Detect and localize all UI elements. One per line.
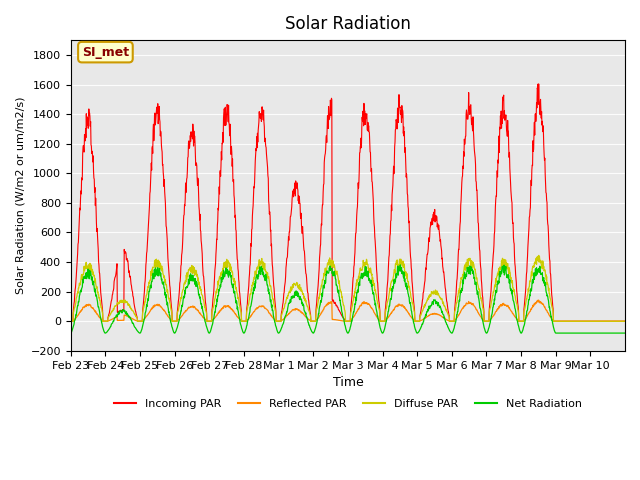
X-axis label: Time: Time bbox=[333, 376, 364, 389]
Diffuse PAR bbox=[621, 318, 629, 324]
Net Radiation bbox=[333, 284, 341, 289]
Incoming PAR bbox=[479, 292, 486, 298]
Reflected PAR bbox=[479, 316, 486, 322]
Incoming PAR bbox=[621, 318, 629, 324]
Incoming PAR bbox=[614, 318, 622, 324]
Diffuse PAR bbox=[535, 252, 543, 258]
Net Radiation bbox=[614, 330, 622, 336]
Net Radiation bbox=[560, 330, 568, 336]
Incoming PAR bbox=[535, 81, 543, 87]
Reflected PAR bbox=[154, 302, 161, 308]
Reflected PAR bbox=[614, 318, 622, 324]
Reflected PAR bbox=[67, 318, 75, 324]
Incoming PAR bbox=[154, 108, 161, 114]
Net Radiation bbox=[154, 269, 161, 275]
Diffuse PAR bbox=[479, 302, 486, 308]
Line: Net Radiation: Net Radiation bbox=[71, 265, 625, 333]
Incoming PAR bbox=[323, 140, 331, 145]
Diffuse PAR bbox=[614, 318, 622, 324]
Reflected PAR bbox=[560, 318, 568, 324]
Net Radiation bbox=[621, 330, 629, 336]
Text: SI_met: SI_met bbox=[82, 46, 129, 59]
Diffuse PAR bbox=[67, 318, 75, 324]
Incoming PAR bbox=[67, 318, 75, 324]
Line: Diffuse PAR: Diffuse PAR bbox=[71, 255, 625, 321]
Diffuse PAR bbox=[154, 258, 161, 264]
Diffuse PAR bbox=[323, 265, 331, 271]
Net Radiation bbox=[67, 330, 75, 336]
Y-axis label: Solar Radiation (W/m2 or um/m2/s): Solar Radiation (W/m2 or um/m2/s) bbox=[15, 97, 25, 294]
Reflected PAR bbox=[323, 303, 331, 309]
Incoming PAR bbox=[333, 304, 341, 310]
Legend: Incoming PAR, Reflected PAR, Diffuse PAR, Net Radiation: Incoming PAR, Reflected PAR, Diffuse PAR… bbox=[109, 395, 587, 414]
Reflected PAR bbox=[333, 317, 341, 323]
Incoming PAR bbox=[560, 318, 568, 324]
Line: Incoming PAR: Incoming PAR bbox=[71, 84, 625, 321]
Net Radiation bbox=[323, 269, 331, 275]
Title: Solar Radiation: Solar Radiation bbox=[285, 15, 411, 33]
Diffuse PAR bbox=[333, 270, 341, 276]
Diffuse PAR bbox=[560, 318, 568, 324]
Line: Reflected PAR: Reflected PAR bbox=[71, 300, 625, 321]
Net Radiation bbox=[397, 262, 404, 268]
Reflected PAR bbox=[535, 297, 543, 303]
Reflected PAR bbox=[621, 318, 629, 324]
Net Radiation bbox=[479, 318, 486, 324]
